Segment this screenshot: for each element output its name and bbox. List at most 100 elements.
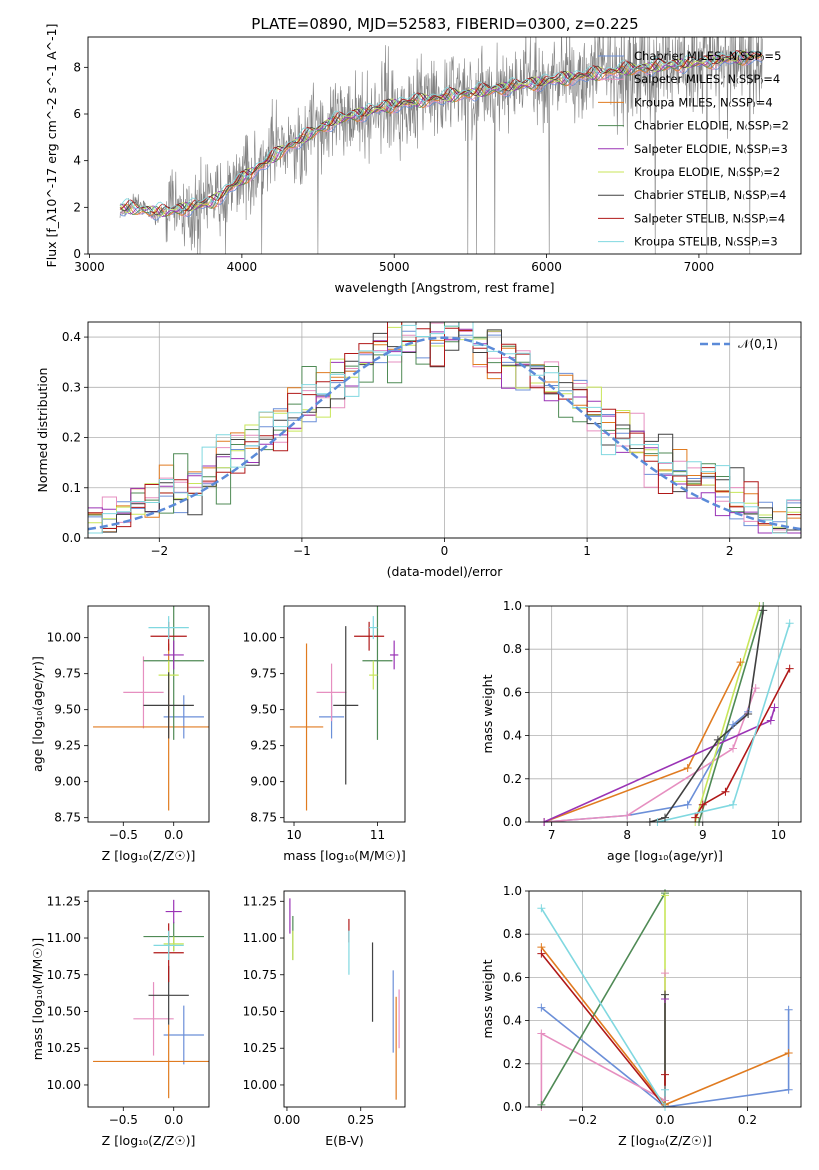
weight-marker-kroupa_miles	[683, 764, 692, 772]
weight-marker-chabrier_stelib	[661, 813, 669, 822]
weight-line-salpeter_miles	[540, 973, 666, 1107]
weight-marker-kroupa_miles	[736, 658, 745, 667]
legend-label-salpeter_elodie: Salpeter ELODIE, N₍SSP₎=3	[634, 142, 788, 156]
x-tick-label: 4000	[227, 260, 258, 274]
y-tick-label: 10.50	[243, 1004, 277, 1018]
weight-marker-salpeter_stelib	[698, 800, 707, 809]
plot-area	[93, 606, 209, 811]
weight-marker-kroupa_elodie	[661, 891, 669, 900]
weight-line-salpeter_miles	[544, 687, 757, 822]
x-axis-label: Z [log₁₀(Z/Z☉)]	[102, 848, 196, 863]
axes-frame	[87, 605, 210, 823]
errorbar-chabrier_miles	[163, 1005, 204, 1065]
weight-marker-chabrier_stelib	[713, 735, 722, 744]
weight-marker-chabrier_elodie	[537, 1100, 546, 1109]
spectrum-legend: Chabrier MILES, N₍SSP₎=5 Salpeter MILES, …	[598, 49, 789, 249]
weight-marker-chabrier_stelib	[759, 606, 768, 615]
x-tick-label: −0.2	[568, 1113, 597, 1127]
x-tick-label: −0.5	[109, 828, 138, 842]
weight-line-kroupa_elodie	[694, 606, 761, 822]
y-tick-label: 11.25	[243, 894, 277, 908]
weight-marker-salpeter_miles	[661, 969, 669, 978]
errorbar-kroupa_miles	[93, 1024, 209, 1099]
weight-line-chabrier_miles	[544, 711, 749, 822]
y-tick-label: 0.1	[62, 481, 81, 495]
y-tick-label: 9.50	[250, 703, 277, 717]
chart-spectrum: 3000 4000 5000 6000 7000 0 2 4 6 8 wavelength [Ang…	[44, 24, 802, 295]
errorbar-salpeter_miles	[133, 982, 174, 1056]
x-axis-label: age [log₁₀(age/yr)]	[607, 848, 723, 863]
y-tick-label: 11.00	[243, 931, 277, 945]
legend-label-salpeter_stelib: Salpeter STELIB, N₍SSP₎=4	[634, 211, 785, 225]
plot-area	[289, 898, 400, 1100]
weight-marker-chabrier_miles	[729, 720, 737, 729]
y-tick-label: 0.0	[503, 1100, 522, 1114]
x-tick-label: 7	[548, 828, 556, 842]
y-axis-label: Normed distribution	[35, 368, 50, 493]
y-tick-label: 0.8	[503, 642, 522, 656]
errorbar-kroupa_miles	[289, 643, 324, 811]
hist-salpeter_stelib	[88, 322, 801, 534]
errorbar-kroupa_elodie	[163, 936, 184, 952]
axes-frame	[528, 605, 802, 823]
x-axis-label: Z [log₁₀(Z/Z☉)]	[618, 1133, 712, 1148]
y-tick-label: 11.25	[47, 894, 81, 908]
weight-marker-salpeter_elodie	[766, 716, 775, 725]
y-tick-label: 9.00	[250, 775, 277, 789]
spectrum-data-line	[119, 37, 763, 254]
y-tick-label: 0.0	[503, 815, 522, 829]
normal-curve	[88, 336, 801, 531]
y-axis-label: Flux [f_λ10^-17 erg cm^-2 s^-1 A^-1]	[44, 24, 59, 268]
y-tick-label: 4	[73, 154, 81, 168]
y-tick-label: 9.75	[250, 667, 277, 681]
hist-kroupa_miles	[88, 322, 801, 533]
errorbar-salpeter_miles	[123, 656, 164, 729]
weight-marker-salpeter_stelib	[691, 813, 700, 822]
plot-area	[289, 606, 399, 811]
legend-label-chabrier_stelib: Chabrier STELIB, N₍SSP₎=4	[634, 188, 786, 202]
y-tick-label: 9.25	[250, 739, 277, 753]
x-tick-label: 0.0	[655, 1113, 674, 1127]
y-tick-label: 0.0	[62, 531, 81, 545]
y-tick-label: 9.25	[54, 739, 81, 753]
chart-weight_vs_Z: −0.2 0.0 0.2 0.0 0.2 0.4 0.6 0.8 1.0 Z [log₁₀(Z/Z…	[480, 884, 802, 1148]
legend-label-kroupa_stelib: Kroupa STELIB, N₍SSP₎=3	[634, 235, 778, 249]
x-tick-label: 0.25	[347, 1113, 374, 1127]
legend-label-chabrier_elodie: Chabrier ELODIE, N₍SSP₎=2	[634, 119, 789, 133]
x-tick-label: 0.0	[164, 1113, 183, 1127]
charts-layer: 3000 4000 5000 6000 7000 0 2 4 6 8 wavelength [Ang…	[30, 24, 802, 1148]
y-tick-label: 9.00	[54, 775, 81, 789]
weight-line-kroupa_miles	[543, 661, 742, 822]
y-tick-label: 0.3	[62, 380, 81, 394]
y-tick-label: 10.75	[243, 968, 277, 982]
spectrum-model-kroupa_stelib	[119, 50, 763, 211]
x-tick-label: 0.0	[164, 828, 183, 842]
errorbar-kroupa_stelib	[148, 616, 189, 640]
errorbar-chabrier_elodie	[362, 606, 393, 740]
legend-label-chabrier_miles: Chabrier MILES, N₍SSP₎=5	[634, 49, 781, 63]
weight-marker-chabrier_miles	[683, 800, 692, 809]
x-tick-label: 5000	[379, 260, 410, 274]
y-tick-label: 0.6	[503, 685, 522, 699]
y-tick-label: 10.75	[47, 968, 81, 982]
chart-age_vs_Z: −0.5 0.0 8.75 9.00 9.25 9.50 9.75 10.00 Z [log₁₀…	[30, 605, 210, 863]
errorbar-salpeter_elodie	[389, 640, 399, 670]
chart-age_vs_mass: 10 11 8.75 9.00 9.25 9.50 9.75 10.00 mass [log₁₀…	[243, 605, 406, 863]
x-tick-label: 0	[441, 544, 449, 558]
errorbar-kroupa_stelib	[369, 616, 378, 640]
weight-marker-chabrier_miles	[784, 1005, 793, 1014]
weight-line-chabrier_elodie	[540, 892, 666, 1106]
x-tick-label: 11	[370, 828, 385, 842]
y-axis-label: mass weight	[480, 959, 495, 1038]
weight-line-kroupa_stelib	[540, 907, 666, 1107]
y-tick-label: 10.00	[47, 1078, 81, 1092]
y-tick-label: 0.4	[503, 729, 522, 743]
weight-marker-kroupa_stelib	[729, 800, 737, 809]
y-tick-label: 0	[73, 247, 81, 261]
x-axis-label: wavelength [Angstrom, rest frame]	[334, 280, 554, 295]
y-tick-label: 0.8	[503, 927, 522, 941]
chart-residuals: −2 −1 0 1 2 0.0 0.1 0.2 0.3 0.4 (data-model)/error…	[35, 321, 802, 579]
weight-marker-salpeter_elodie	[770, 703, 779, 712]
weight-marker-chabrier_stelib	[661, 990, 669, 999]
hist-kroupa_stelib	[88, 322, 801, 534]
